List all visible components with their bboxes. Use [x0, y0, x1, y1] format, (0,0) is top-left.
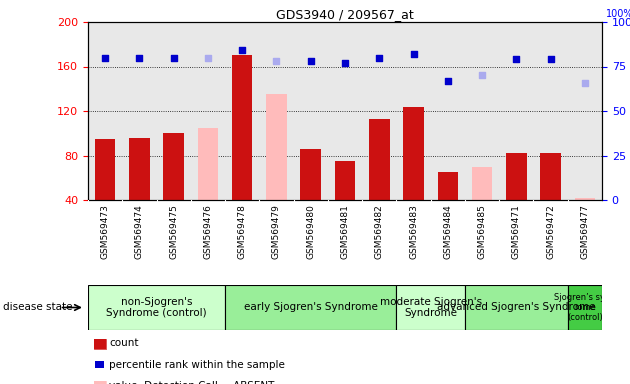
Text: GSM569473: GSM569473 [101, 204, 110, 259]
Bar [225, 285, 396, 330]
Point [546, 56, 556, 63]
Point [512, 56, 522, 63]
Point [340, 60, 350, 66]
Point [477, 72, 487, 78]
Text: GSM569480: GSM569480 [306, 204, 315, 259]
Text: GSM569476: GSM569476 [203, 204, 212, 259]
Point [580, 79, 590, 86]
Bar [541, 153, 561, 200]
Point [237, 47, 247, 53]
Text: percentile rank within the sample: percentile rank within the sample [110, 359, 285, 369]
Bar [198, 128, 218, 200]
Text: GSM569478: GSM569478 [238, 204, 247, 259]
Point [374, 55, 384, 61]
Bar [301, 149, 321, 200]
Text: moderate Sjogren's
Syndrome: moderate Sjogren's Syndrome [380, 297, 482, 318]
Point [100, 55, 110, 61]
Text: GSM569485: GSM569485 [478, 204, 486, 259]
Bar [232, 55, 253, 200]
Bar [403, 106, 424, 200]
Text: GSM569484: GSM569484 [444, 204, 452, 259]
Bar [335, 161, 355, 200]
Bar [575, 198, 595, 200]
Text: GSM569477: GSM569477 [580, 204, 590, 259]
Bar [266, 94, 287, 200]
Bar [437, 172, 458, 200]
Text: GSM569479: GSM569479 [272, 204, 281, 259]
Text: advanced Sjogren's Syndrome: advanced Sjogren's Syndrome [437, 303, 595, 313]
Bar [95, 139, 115, 200]
Bar [472, 167, 493, 200]
Text: GSM569482: GSM569482 [375, 204, 384, 259]
Text: early Sjogren's Syndrome: early Sjogren's Syndrome [244, 303, 377, 313]
Text: count: count [110, 338, 139, 348]
Text: 100%: 100% [606, 9, 630, 19]
Bar [396, 285, 465, 330]
Title: GDS3940 / 209567_at: GDS3940 / 209567_at [276, 8, 414, 21]
Point [134, 55, 144, 61]
Text: value, Detection Call = ABSENT: value, Detection Call = ABSENT [110, 381, 275, 384]
Text: non-Sjogren's
Syndrome (control): non-Sjogren's Syndrome (control) [106, 297, 207, 318]
Text: GSM569472: GSM569472 [546, 204, 555, 259]
Bar [568, 285, 602, 330]
Bar [465, 285, 568, 330]
Text: Sjogren’s synd
rome
(control): Sjogren’s synd rome (control) [554, 293, 616, 323]
Text: GSM569474: GSM569474 [135, 204, 144, 259]
Point [306, 58, 316, 64]
Point [169, 55, 179, 61]
Point [443, 78, 453, 84]
Text: GSM569483: GSM569483 [409, 204, 418, 259]
Bar [369, 119, 389, 200]
Text: GSM569475: GSM569475 [169, 204, 178, 259]
Bar [129, 138, 150, 200]
Point [272, 58, 282, 64]
Bar [506, 153, 527, 200]
Point [408, 51, 418, 57]
Text: GSM569471: GSM569471 [512, 204, 521, 259]
Point [203, 55, 213, 61]
Bar [88, 285, 225, 330]
Text: disease state: disease state [3, 303, 72, 313]
Text: GSM569481: GSM569481 [340, 204, 350, 259]
Bar [163, 133, 184, 200]
